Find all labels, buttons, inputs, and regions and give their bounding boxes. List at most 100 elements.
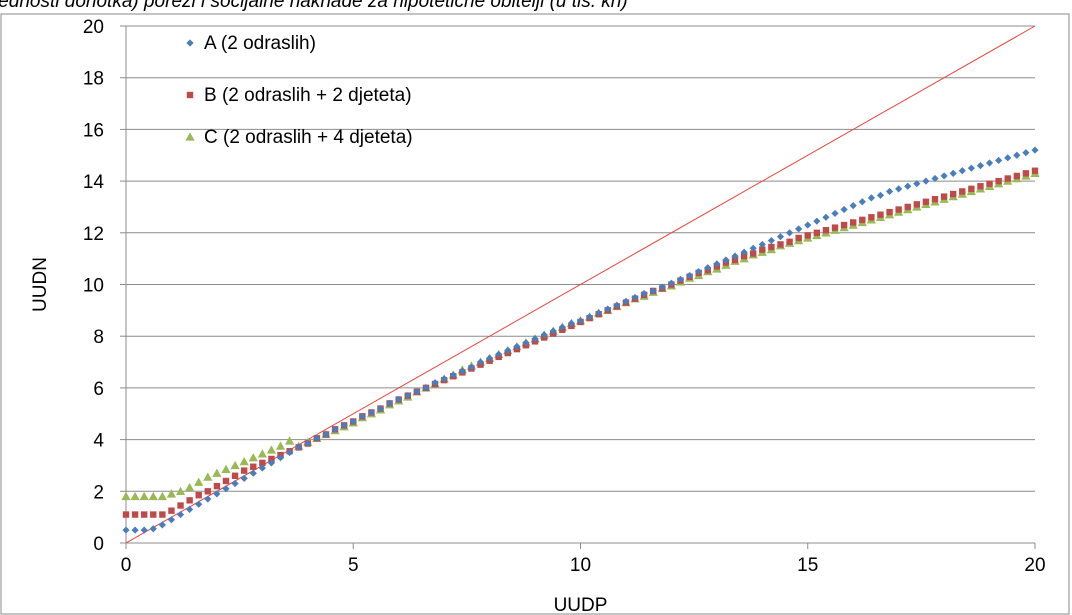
y-axis-title: UUDN <box>30 257 51 312</box>
data-point <box>177 502 184 509</box>
legend-marker-square <box>186 91 194 99</box>
data-point <box>266 445 277 454</box>
data-point <box>549 327 557 335</box>
chart-border <box>0 13 1070 615</box>
data-point <box>876 191 885 199</box>
data-point <box>222 477 230 485</box>
data-point <box>259 459 266 467</box>
data-point <box>158 521 166 529</box>
data-point <box>931 174 939 183</box>
data-point <box>185 482 195 492</box>
data-point <box>904 203 911 211</box>
data-point <box>495 350 503 358</box>
data-point <box>922 177 930 185</box>
tick-labels: 0 2 4 6 8 10 12 14 16 18 20 0 5 10 15 20 <box>83 17 1046 576</box>
data-point <box>212 468 222 477</box>
data-point <box>149 525 157 533</box>
data-point <box>622 297 630 305</box>
data-point <box>958 167 966 175</box>
data-point <box>777 241 784 248</box>
data-point <box>313 434 321 442</box>
data-point <box>449 371 457 379</box>
data-point <box>230 460 240 470</box>
data-point <box>995 156 1003 165</box>
data-point <box>166 489 177 498</box>
data-point <box>130 491 140 501</box>
data-point <box>1031 146 1039 154</box>
data-point <box>749 244 757 252</box>
data-point <box>194 477 204 486</box>
data-point <box>967 164 975 172</box>
data-point <box>148 491 158 501</box>
data-point <box>850 219 857 226</box>
data-point <box>931 195 939 203</box>
data-point <box>258 464 266 472</box>
data-point <box>977 183 984 190</box>
data-point <box>785 229 794 237</box>
axes <box>120 25 1036 549</box>
data-point <box>140 526 148 534</box>
data-point <box>658 283 666 291</box>
data-point <box>322 430 330 439</box>
data-point <box>504 346 512 355</box>
x-tick-label: 5 <box>348 555 359 576</box>
data-point <box>213 482 221 490</box>
data-point <box>904 182 912 190</box>
data-point <box>204 495 212 503</box>
data-point <box>704 264 712 272</box>
data-point <box>886 208 893 216</box>
data-point <box>985 159 994 167</box>
data-point <box>695 267 703 276</box>
data-point <box>1031 167 1039 174</box>
data-point <box>276 454 285 462</box>
x-tick-label: 10 <box>570 555 591 576</box>
data-point <box>295 443 303 451</box>
data-point <box>522 339 530 347</box>
data-point <box>795 225 803 233</box>
series-layer <box>121 146 1040 534</box>
data-point <box>558 323 566 331</box>
data-point <box>531 335 539 343</box>
data-point <box>986 180 993 187</box>
data-point <box>1022 170 1030 177</box>
data-point <box>567 319 576 327</box>
data-point <box>895 206 902 213</box>
data-point <box>239 456 249 466</box>
data-point <box>631 293 639 302</box>
data-point <box>1004 175 1011 182</box>
data-point <box>458 367 466 375</box>
data-point <box>649 287 657 295</box>
data-point <box>176 510 185 519</box>
legend-label: B (2 odraslih + 2 djeteta) <box>204 85 412 106</box>
x-axis-title: UUDP <box>554 595 608 615</box>
data-point <box>776 233 785 241</box>
y-tick-label: 14 <box>83 172 105 193</box>
data-point <box>349 417 357 426</box>
data-point <box>186 505 194 513</box>
data-point <box>858 198 866 206</box>
data-point <box>157 491 167 501</box>
legend-label: C (2 odraslih + 4 djeteta) <box>204 127 413 148</box>
data-point <box>231 479 239 488</box>
legend-marker-diamond <box>186 39 194 47</box>
data-point <box>304 439 312 448</box>
data-point <box>376 404 385 413</box>
data-point <box>513 342 521 351</box>
data-point <box>585 313 594 321</box>
data-point <box>995 177 1002 185</box>
data-point <box>759 246 766 253</box>
data-point <box>1022 149 1030 157</box>
data-point <box>750 250 757 257</box>
data-point <box>768 243 775 251</box>
data-point <box>186 497 193 504</box>
data-point <box>213 490 221 498</box>
data-point <box>358 412 366 420</box>
data-point <box>576 317 585 325</box>
data-point <box>849 202 857 210</box>
data-point <box>222 485 230 493</box>
series-diamond <box>122 146 1039 534</box>
data-point <box>340 421 348 429</box>
data-point <box>250 463 257 470</box>
